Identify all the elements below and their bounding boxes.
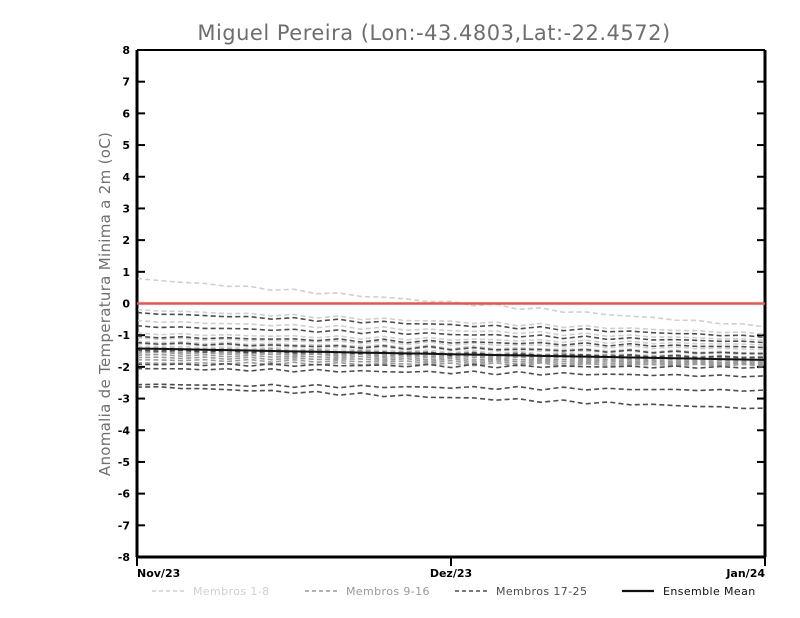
x-tick-label: Jan/24 — [725, 567, 765, 580]
y-tick-label: 6 — [122, 107, 130, 120]
y-tick-label: 0 — [122, 298, 130, 311]
y-axis-label: Anomalia de Temperatura Minima a 2m (oC) — [96, 132, 114, 476]
ensemble-member-path — [138, 349, 764, 359]
legend-label: Membros 9-16 — [346, 585, 430, 598]
ensemble-member-path — [138, 337, 764, 351]
ensemble-member-path — [138, 319, 764, 342]
y-tick-label: -3 — [118, 393, 130, 406]
ensemble-member-path — [138, 353, 764, 363]
ensemble-member-path — [138, 324, 764, 344]
ensemble-member-path — [138, 332, 764, 346]
x-axis-ticks: Nov/23 Dez/23 Jan/24 — [136, 557, 766, 580]
ensemble-member-path — [138, 356, 764, 365]
x-tick-label: Nov/23 — [137, 567, 180, 580]
ensemble-member-path — [138, 308, 764, 335]
ensemble-member-path — [138, 358, 764, 366]
y-tick-label: -7 — [118, 519, 130, 532]
legend-label: Membros 17-25 — [496, 585, 587, 598]
legend-label: Ensemble Mean — [663, 585, 756, 598]
legend-label: Membros 1-8 — [193, 585, 270, 598]
ensemble-member-path — [138, 361, 764, 367]
y-tick-label: -6 — [118, 488, 131, 501]
ensemble-member-path — [138, 311, 764, 339]
y-tick-label: -5 — [118, 456, 130, 469]
ensemble-member-path — [138, 341, 764, 355]
y-axis-ticks: 8 7 6 5 4 3 2 1 0 -1 -2 -3 -4 -5 -6 -7 -8 — [118, 44, 765, 564]
ensemble-member-path — [138, 277, 764, 328]
y-tick-label: 1 — [122, 266, 130, 279]
ensemble-member-path — [138, 383, 764, 392]
ensemble-mean-line — [138, 347, 764, 361]
ensemble-member-path — [138, 335, 764, 349]
y-tick-label: 2 — [122, 234, 130, 247]
x-tick-label: Dez/23 — [430, 567, 472, 580]
y-tick-label: 7 — [122, 76, 130, 89]
y-tick-label: 8 — [122, 44, 130, 57]
y-tick-label: -1 — [118, 329, 130, 342]
ensemble-member-path — [138, 362, 764, 369]
chart-title: Miguel Pereira (Lon:-43.4803,Lat:-22.457… — [197, 21, 670, 45]
y-tick-label: 4 — [122, 171, 130, 184]
y-tick-label: -2 — [118, 361, 130, 374]
ensemble-member-path — [138, 367, 764, 378]
ensemble-member-path — [138, 345, 764, 358]
ensemble-member-path — [138, 385, 764, 410]
y-tick-label: 5 — [122, 139, 130, 152]
y-tick-label: -4 — [118, 424, 131, 437]
ensemble-member-path — [138, 340, 764, 354]
chart-legend: Membros 1-8 Membros 9-16 Membros 17-25 Ense… — [152, 585, 756, 598]
ensemble-mean-path — [138, 347, 764, 361]
y-tick-label: -8 — [118, 551, 130, 564]
y-tick-label: 3 — [122, 202, 130, 215]
